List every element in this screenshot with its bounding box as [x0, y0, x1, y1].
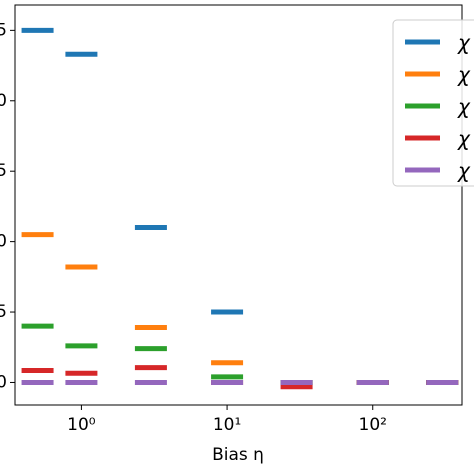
x-tick-label: 10⁰ — [67, 415, 96, 435]
x-tick-label: 10¹ — [213, 415, 241, 435]
y-tick-label: 1.0 — [0, 232, 7, 252]
plot-frame — [14, 4, 463, 406]
x-tick-label: 10² — [359, 415, 387, 435]
legend-label: χ — [457, 31, 471, 55]
y-tick-label: 2.5 — [0, 20, 7, 40]
legend-label: χ — [457, 159, 471, 183]
legend-label: χ — [457, 63, 471, 87]
y-tick-label: 2.0 — [0, 91, 7, 111]
x-axis-label: Bias η — [212, 445, 264, 465]
y-tick-label: 0 — [0, 372, 7, 392]
y-tick-label: 0.5 — [0, 302, 7, 322]
legend-box — [392, 19, 474, 187]
y-tick-label: 1.5 — [0, 161, 7, 181]
legend-label: χ — [457, 127, 471, 151]
legend-label: χ — [457, 95, 471, 119]
